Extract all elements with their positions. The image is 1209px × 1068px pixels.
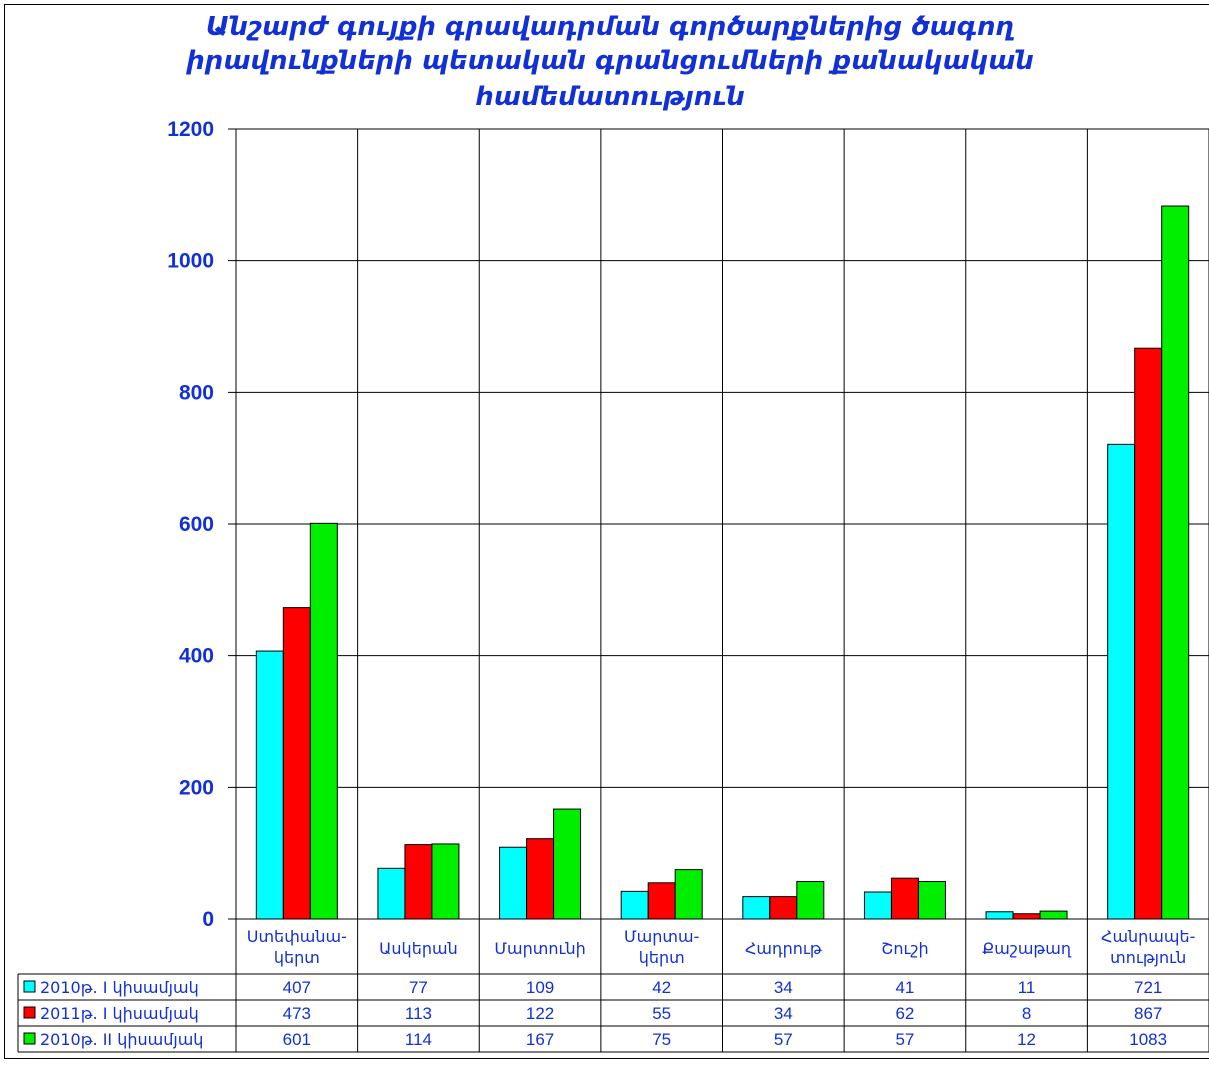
y-tick-label: 200 — [179, 776, 214, 799]
data-table-value: 34 — [774, 1004, 793, 1023]
data-table-value: 34 — [774, 978, 793, 997]
data-table-value: 11 — [1018, 978, 1036, 997]
bar — [499, 846, 528, 920]
bar — [1039, 910, 1068, 920]
bar — [255, 650, 284, 920]
data-table-value: 114 — [405, 1030, 432, 1049]
data-table-value: 473 — [283, 1004, 311, 1023]
legend-swatch — [23, 980, 36, 993]
data-table-value: 113 — [405, 1004, 432, 1023]
x-tick-label: Հադրութ — [745, 939, 822, 958]
bar — [1161, 205, 1190, 920]
x-tick-label: Ստեփանա- — [247, 927, 347, 946]
bar — [674, 869, 703, 920]
bar — [917, 880, 946, 920]
data-table-value: 721 — [1134, 978, 1162, 997]
x-tick-label: Քաշաթաղ — [982, 939, 1072, 958]
data-table-value: 109 — [526, 978, 554, 997]
bar — [404, 844, 433, 920]
x-tick-label: կերտ — [274, 948, 320, 967]
x-tick-label: Շուշի — [881, 939, 928, 958]
data-table-value: 57 — [895, 1030, 914, 1049]
bar — [282, 607, 311, 920]
data-table-value: 62 — [895, 1004, 914, 1023]
x-tick-label: կերտ — [639, 948, 685, 967]
legend-label: 2011թ. I կիսամյակ — [40, 1004, 199, 1023]
x-tick-label: Մարտունի — [494, 939, 585, 958]
y-tick-label: 0 — [202, 908, 214, 931]
data-table-value: 77 — [409, 978, 428, 997]
y-tick-label: 400 — [179, 645, 214, 668]
bar — [620, 890, 649, 920]
bar — [553, 808, 582, 920]
data-table-value: 41 — [895, 978, 914, 997]
data-table-value: 75 — [652, 1030, 671, 1049]
x-tick-label: Ասկերան — [379, 939, 458, 958]
bar — [377, 867, 406, 920]
y-tick-label: 600 — [179, 513, 214, 536]
data-table-value: 55 — [652, 1004, 671, 1023]
bar — [1012, 913, 1041, 920]
legend-swatch — [23, 1032, 36, 1045]
data-table-value: 57 — [774, 1030, 793, 1049]
bar — [863, 891, 892, 920]
y-tick-label: 1000 — [167, 250, 214, 273]
bar — [526, 838, 555, 920]
bar — [431, 843, 460, 920]
chart-frame — [4, 4, 1209, 1059]
x-tick-label: Մարտա- — [624, 927, 699, 946]
data-table-value: 167 — [526, 1030, 554, 1049]
legend-label: 2010թ. II կիսամյակ — [40, 1030, 203, 1049]
bar — [309, 522, 338, 920]
data-table-value: 122 — [526, 1004, 554, 1023]
chart-title-line-3: համեմատություն — [475, 82, 745, 112]
data-table-value: 867 — [1134, 1004, 1162, 1023]
legend-swatch — [23, 1006, 36, 1019]
bar — [890, 877, 919, 920]
bar — [647, 882, 676, 920]
data-table-value: 407 — [283, 978, 311, 997]
bar — [742, 896, 771, 920]
data-table-value: 42 — [652, 978, 671, 997]
chart-title-line-2: իրավունքների պետական գրանցումների քանակա… — [186, 46, 1034, 76]
chart-title-line-1: Անշարժ գույքի գրավադրման գործարքներից ծա… — [205, 12, 1015, 42]
bar — [985, 911, 1014, 920]
x-tick-label: Հանրապե- — [1101, 927, 1195, 946]
y-tick-label: 1200 — [167, 118, 214, 141]
data-table-value: 1083 — [1129, 1030, 1167, 1049]
data-table-value: 601 — [283, 1030, 311, 1049]
data-table-value: 8 — [1022, 1004, 1031, 1023]
bar — [1134, 347, 1163, 920]
bar — [769, 896, 798, 920]
x-tick-label: տություն — [1110, 948, 1186, 967]
data-table-value: 12 — [1017, 1030, 1036, 1049]
legend-label: 2010թ. I կիսամյակ — [40, 978, 199, 997]
y-tick-label: 800 — [179, 381, 214, 404]
bar — [1107, 443, 1136, 920]
bar — [796, 880, 825, 920]
